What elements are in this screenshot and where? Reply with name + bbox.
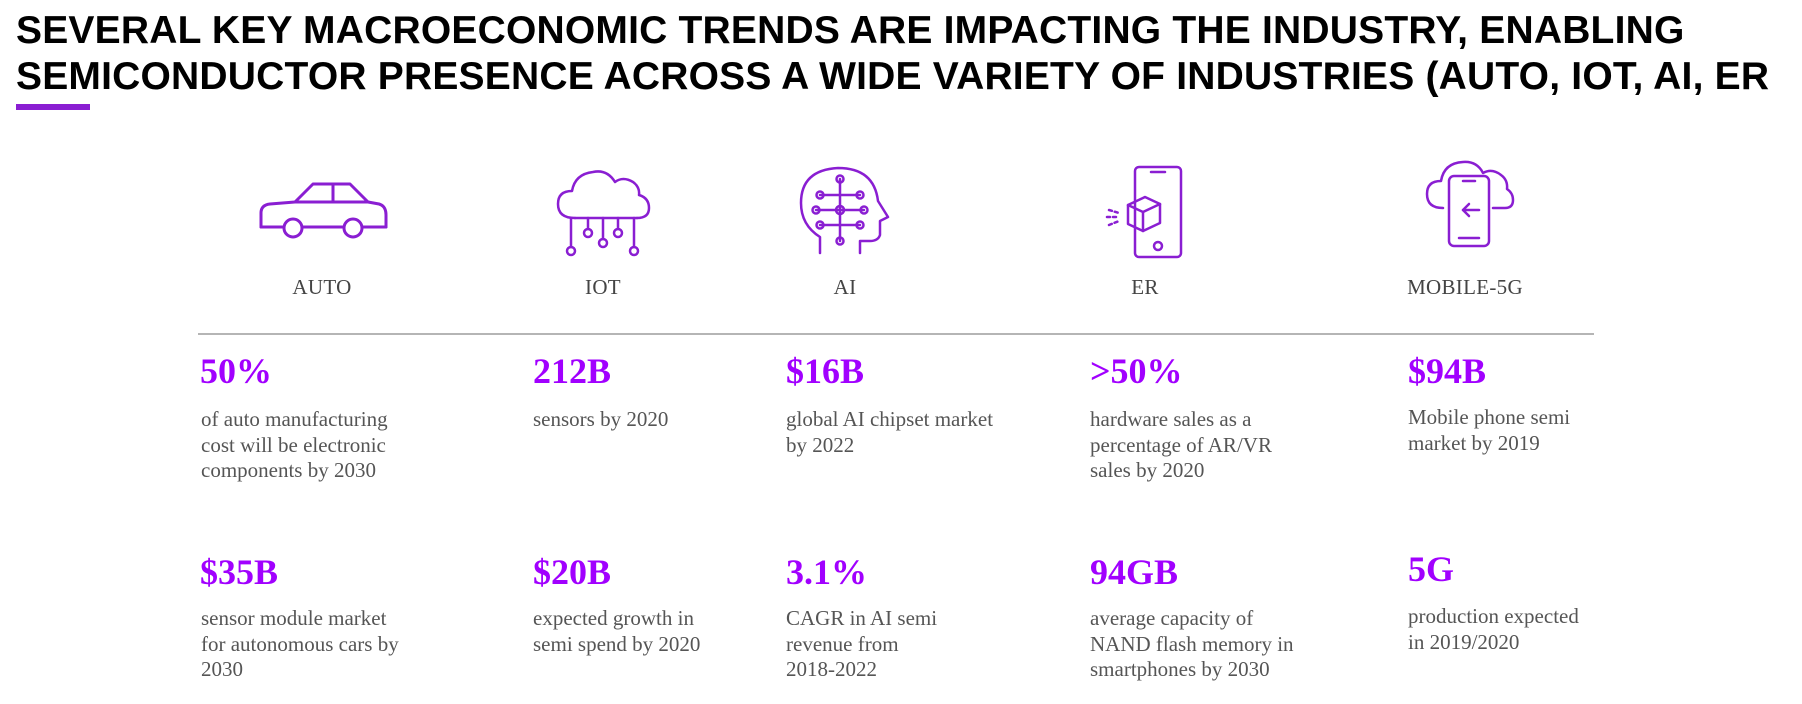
- cloud-phone-icon: [1425, 158, 1515, 250]
- description-line: by 2022: [786, 432, 855, 457]
- stat-value: 3.1%: [786, 552, 867, 592]
- stat-value: $94B: [1408, 351, 1487, 391]
- stat-value: >50%: [1090, 351, 1183, 391]
- description-line: 2030: [201, 657, 243, 681]
- stat-description: Mobile phone semi market by 2019: [1408, 405, 1648, 456]
- stat-value: $20B: [533, 552, 612, 592]
- title-accent-bar: [16, 104, 90, 110]
- title-line-1: SEVERAL KEY MACROECONOMIC TRENDS ARE IMP…: [16, 9, 1685, 52]
- stat-value: $16B: [786, 351, 865, 391]
- stat-value: 212B: [533, 351, 612, 391]
- description-line: of auto manufacturing: [201, 407, 388, 431]
- stat-description: production expected in 2019/2020: [1408, 604, 1648, 655]
- description-line: production expected: [1408, 604, 1579, 628]
- stat-description: expected growth in semi spend by 2020: [533, 606, 773, 657]
- stat-description: sensor module market for autonomous cars…: [201, 606, 441, 683]
- category-label-er: ER: [1131, 275, 1159, 299]
- stat-value: $35B: [200, 552, 279, 592]
- description-line: hardware sales as a: [1090, 407, 1252, 431]
- description-line: sensors by 2020: [533, 407, 669, 431]
- description-line: semi spend by 2020: [533, 631, 701, 656]
- description-line: global AI chipset market: [786, 407, 994, 431]
- description-line: revenue from: [786, 631, 899, 656]
- stat-value: 94GB: [1090, 552, 1179, 592]
- description-line: in 2019/2020: [1408, 629, 1520, 654]
- stat-description: CAGR in AI semi revenue from 2018-2022: [786, 606, 1026, 683]
- description-line: expected growth in: [533, 606, 694, 630]
- description-line: CAGR in AI semi: [786, 606, 938, 630]
- stat-description: global AI chipset market by 2022: [786, 407, 1026, 458]
- divider: [198, 333, 1594, 335]
- category-label-ai: AI: [833, 275, 857, 299]
- stat-description: sensors by 2020: [533, 407, 773, 433]
- description-line: sales by 2020: [1090, 458, 1205, 482]
- car-icon: [255, 175, 390, 245]
- stat-description: of auto manufacturing cost will be elect…: [201, 407, 441, 484]
- description-line: percentage of AR/VR: [1090, 432, 1272, 457]
- description-line: 2018-2022: [786, 657, 877, 681]
- description-line: sensor module market: [201, 606, 387, 630]
- description-line: smartphones by 2030: [1090, 657, 1270, 681]
- description-line: Mobile phone semi: [1408, 405, 1571, 429]
- description-line: for autonomous cars by: [201, 631, 399, 656]
- category-label-mobile-5g: MOBILE-5G: [1407, 275, 1523, 299]
- description-line: NAND flash memory in: [1090, 631, 1294, 656]
- description-line: components by 2030: [201, 458, 376, 482]
- stat-description: hardware sales as a percentage of AR/VR …: [1090, 407, 1330, 484]
- phone-ar-cube-icon: [1105, 165, 1185, 259]
- cloud-network-icon: [555, 163, 651, 258]
- description-line: average capacity of: [1090, 606, 1254, 630]
- stat-value: 5G: [1408, 549, 1455, 589]
- brain-circuit-icon: [798, 165, 890, 257]
- description-line: market by 2019: [1408, 430, 1540, 455]
- stat-description: average capacity of NAND flash memory in…: [1090, 606, 1330, 683]
- title-line-2: SEMICONDUCTOR PRESENCE ACROSS A WIDE VAR…: [16, 55, 1770, 98]
- page-title: SEVERAL KEY MACROECONOMIC TRENDS ARE IMP…: [16, 8, 1802, 100]
- stat-value: 50%: [200, 351, 272, 391]
- description-line: cost will be electronic: [201, 432, 386, 457]
- category-label-iot: IOT: [585, 275, 621, 299]
- category-label-auto: AUTO: [292, 275, 352, 299]
